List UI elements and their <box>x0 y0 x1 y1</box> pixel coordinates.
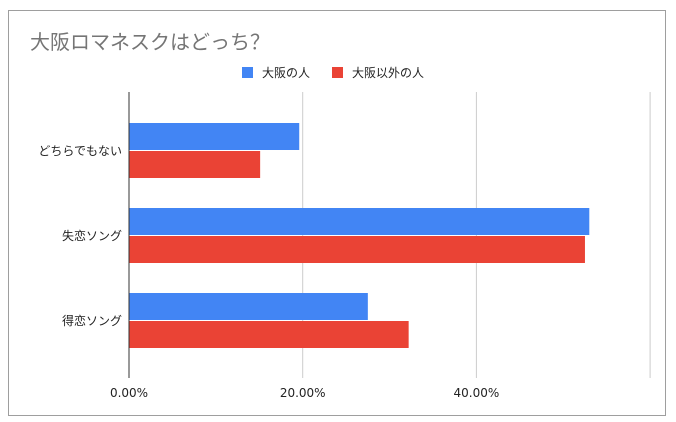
bar-2-1 <box>129 321 409 348</box>
bar-1-0 <box>129 208 590 235</box>
x-tick-label-1: 20.00% <box>280 386 326 400</box>
x-tick-label-0: 0.00% <box>110 386 148 400</box>
bar-0-1 <box>129 151 261 178</box>
legend-item-series-1[interactable]: 大阪以外の人 <box>332 64 424 81</box>
bar-1-1 <box>129 236 585 263</box>
legend-swatch-series-0 <box>242 66 253 78</box>
category-label-0: どちらでもない <box>38 144 122 158</box>
legend-label-series-1: 大阪以外の人 <box>352 65 425 80</box>
bar-0-0 <box>129 123 300 150</box>
bar-2-0 <box>129 293 368 320</box>
legend-swatch-series-1 <box>332 66 344 78</box>
legend: 大阪の人 大阪以外の人 <box>242 64 446 80</box>
legend-item-series-0[interactable]: 大阪の人 <box>242 64 310 81</box>
chart-title: 大阪ロマネスクはどっち？ <box>30 30 270 54</box>
x-tick-label-2: 40.00% <box>454 386 500 400</box>
legend-label-series-0: 大阪の人 <box>262 65 311 80</box>
category-label-1: 失恋ソング <box>62 228 122 243</box>
category-label-2: 得恋ソング <box>62 313 122 328</box>
